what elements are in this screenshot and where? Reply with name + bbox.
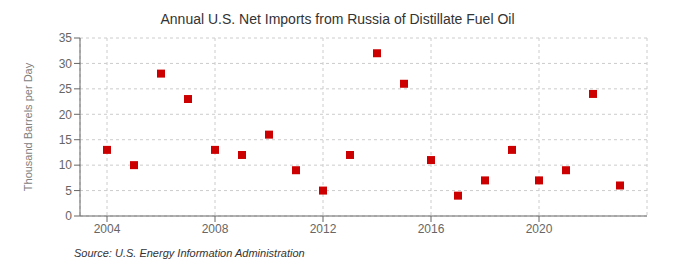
svg-text:5: 5 (65, 184, 72, 198)
svg-text:2008: 2008 (202, 222, 229, 236)
svg-text:30: 30 (59, 57, 73, 71)
svg-text:25: 25 (59, 82, 73, 96)
svg-text:2004: 2004 (94, 222, 121, 236)
svg-text:20: 20 (59, 108, 73, 122)
svg-text:2016: 2016 (418, 222, 445, 236)
svg-text:15: 15 (59, 133, 73, 147)
html-text:Annual U.S. Net Imports from R: Annual U.S. Net Imports from Russia of D… (160, 11, 515, 27)
svg-text:2020: 2020 (526, 222, 553, 236)
svg-text:Thousand Barrels per Day: Thousand Barrels per Day (22, 62, 34, 191)
html-text:Source: U.S. Energy Informatio: Source: U.S. Energy Information Administ… (74, 247, 305, 259)
svg-text:10: 10 (59, 158, 73, 172)
svg-text:35: 35 (59, 31, 73, 45)
svg-text:2012: 2012 (310, 222, 337, 236)
svg-text:0: 0 (65, 209, 72, 223)
